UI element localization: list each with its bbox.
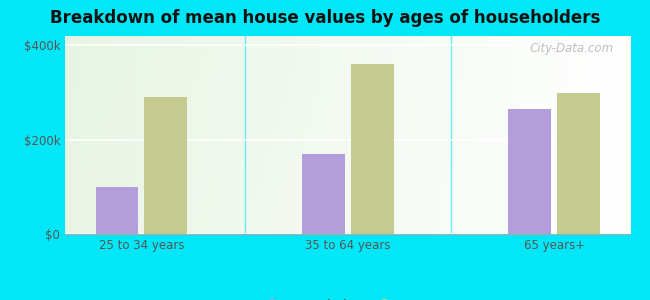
Bar [302, 154, 344, 234]
Bar [351, 64, 394, 234]
Bar [96, 187, 138, 234]
Bar [144, 97, 187, 234]
Text: Breakdown of mean house values by ages of householders: Breakdown of mean house values by ages o… [50, 9, 600, 27]
Bar [557, 93, 600, 234]
Legend: New Fairview, Texas: New Fairview, Texas [261, 294, 434, 300]
Text: City-Data.com: City-Data.com [529, 42, 614, 55]
Bar [508, 109, 551, 234]
